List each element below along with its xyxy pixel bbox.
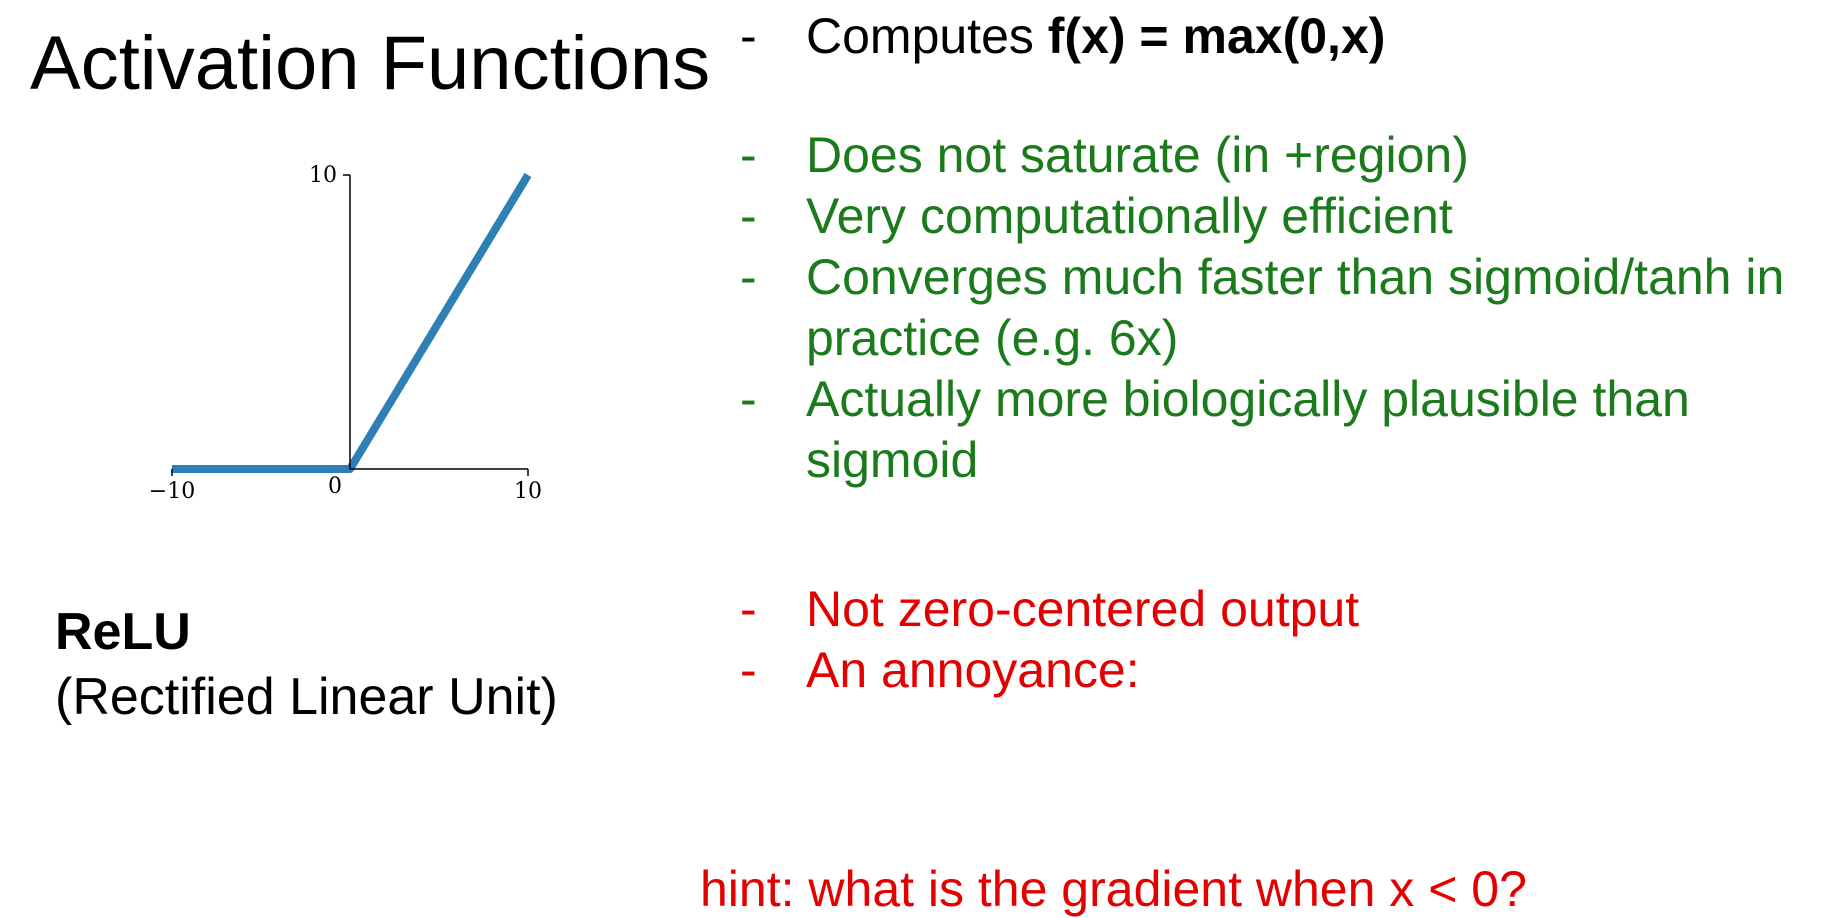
bullet-pro: - Actually more biologically plausible t… bbox=[740, 369, 1830, 491]
svg-text:10: 10 bbox=[309, 163, 337, 188]
function-subtitle: (Rectified Linear Unit) bbox=[55, 665, 558, 730]
bullet-compute: - Computes f(x) = max(0,x) bbox=[740, 6, 1830, 67]
bullet-pro: - Does not saturate (in +region) bbox=[740, 125, 1830, 186]
bullet-con: - An annoyance: bbox=[740, 640, 1830, 701]
slide-root: Activation Functions −10 10 10 0 ReLU (Rect… bbox=[0, 0, 1839, 918]
svg-text:0: 0 bbox=[328, 474, 342, 499]
chart-svg: −10 10 10 0 bbox=[130, 155, 550, 515]
function-name: ReLU bbox=[55, 600, 558, 665]
bullet-dash: - bbox=[740, 640, 806, 701]
bullet-dash: - bbox=[740, 579, 806, 640]
bullet-text: An annoyance: bbox=[806, 640, 1830, 701]
bullets-block: - Computes f(x) = max(0,x) - Does not sa… bbox=[740, 6, 1830, 701]
compute-prefix: Computes bbox=[806, 8, 1048, 64]
bullet-text: Actually more biologically plausible tha… bbox=[806, 369, 1830, 491]
spacer bbox=[740, 491, 1830, 579]
svg-text:−10: −10 bbox=[149, 479, 195, 504]
bullet-dash: - bbox=[740, 369, 806, 430]
hint-text: hint: what is the gradient when x < 0? bbox=[700, 860, 1527, 918]
bullet-text: Very computationally efficient bbox=[806, 186, 1830, 247]
bullet-dash: - bbox=[740, 125, 806, 186]
spacer bbox=[740, 67, 1830, 125]
bullet-text: Not zero-centered output bbox=[806, 579, 1830, 640]
svg-text:10: 10 bbox=[514, 479, 542, 504]
bullet-text: Does not saturate (in +region) bbox=[806, 125, 1830, 186]
relu-chart: −10 10 10 0 bbox=[130, 155, 550, 515]
bullet-con: - Not zero-centered output bbox=[740, 579, 1830, 640]
bullet-pro: - Very computationally efficient bbox=[740, 186, 1830, 247]
bullet-pro: - Converges much faster than sigmoid/tan… bbox=[740, 247, 1830, 369]
compute-formula: f(x) = max(0,x) bbox=[1048, 8, 1386, 64]
bullet-text: Converges much faster than sigmoid/tanh … bbox=[806, 247, 1830, 369]
bullet-dash: - bbox=[740, 186, 806, 247]
page-title: Activation Functions bbox=[30, 20, 710, 107]
bullet-dash: - bbox=[740, 247, 806, 308]
bullet-dash: - bbox=[740, 6, 806, 67]
bullet-compute-text: Computes f(x) = max(0,x) bbox=[806, 6, 1830, 67]
function-label-block: ReLU (Rectified Linear Unit) bbox=[55, 600, 558, 730]
